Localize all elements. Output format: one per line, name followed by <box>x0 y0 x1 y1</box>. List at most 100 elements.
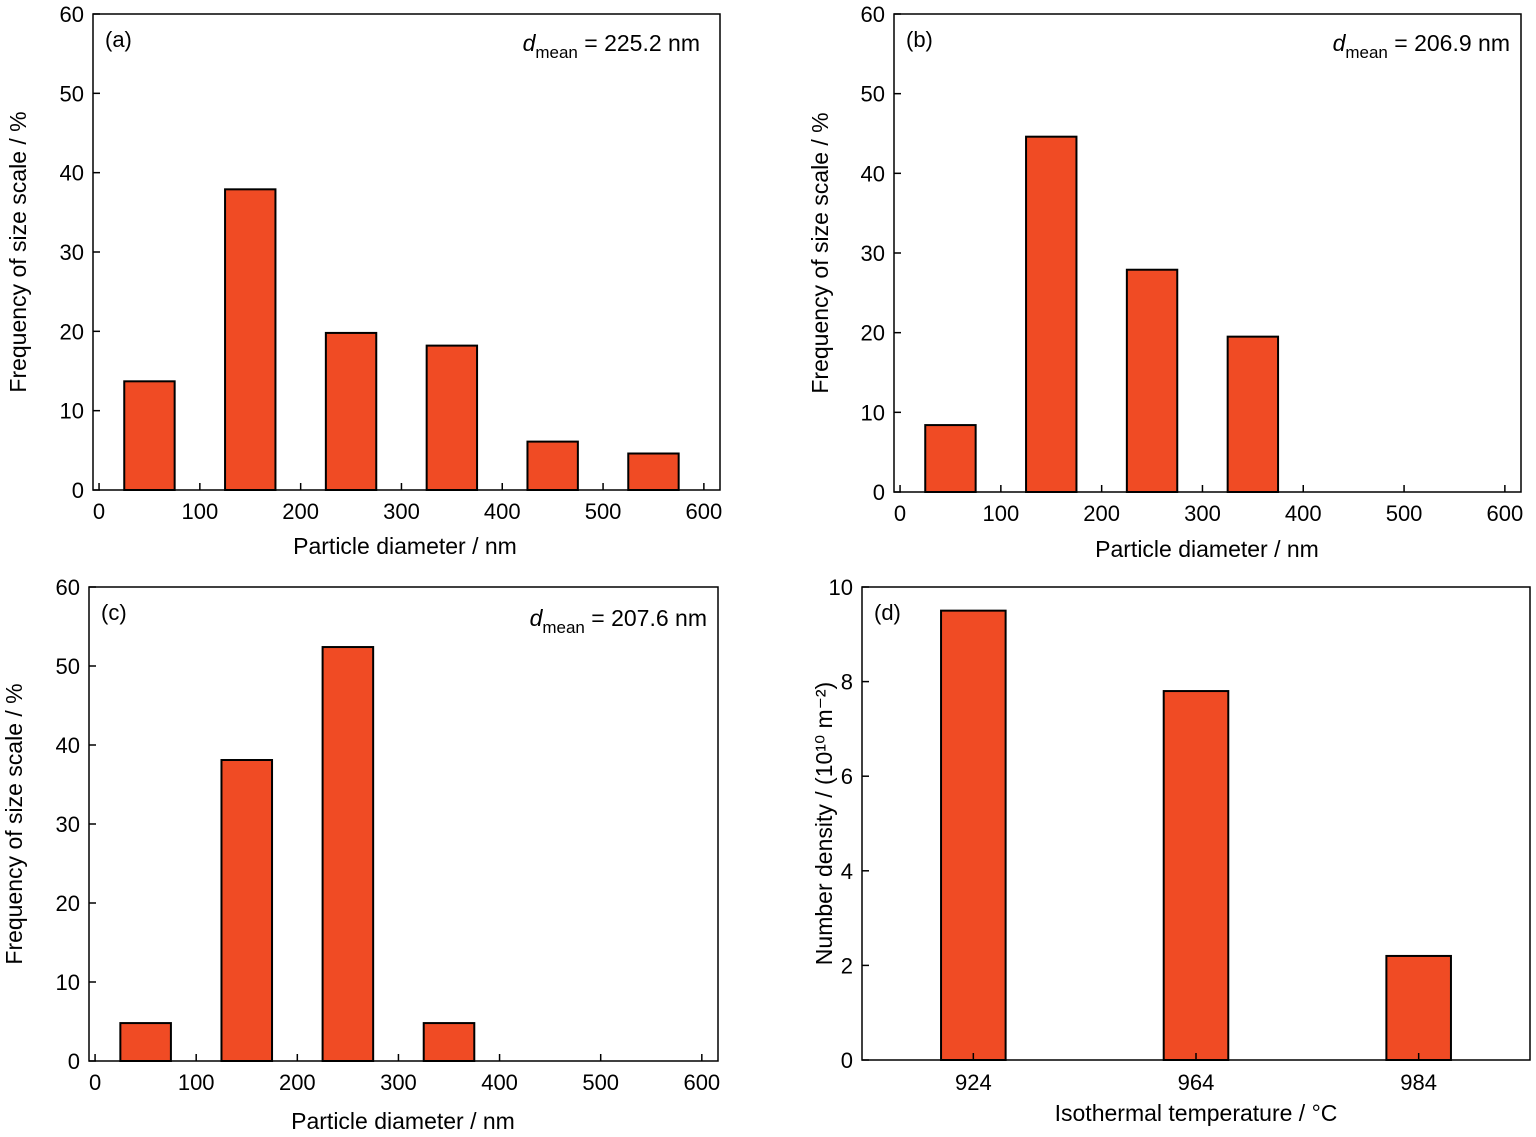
bar <box>526 440 579 491</box>
y-tick-label: 2 <box>841 953 853 978</box>
x-tick-label: 200 <box>1083 501 1120 526</box>
y-tick-label: 40 <box>861 161 885 186</box>
y-tick-label: 8 <box>841 670 853 695</box>
y-tick-label: 20 <box>60 319 84 344</box>
bar <box>1025 135 1078 493</box>
y-tick-label: 10 <box>861 400 885 425</box>
y-axis-title: Frequency of size scale / % <box>1 683 27 964</box>
bar <box>220 759 274 1062</box>
bar <box>627 452 680 491</box>
chart-panel-d: 0 2 4 6 8 10 924 964 984 Isothermal temperature /… <box>811 575 1531 1126</box>
bar <box>924 424 977 493</box>
y-tick-label: 30 <box>60 240 84 265</box>
y-tick-label: 0 <box>68 1049 80 1074</box>
y-tick-label: 10 <box>60 399 84 424</box>
x-tick-label: 300 <box>383 499 420 524</box>
panel-label: (a) <box>105 27 132 52</box>
annotation-value: = 206.9 nm <box>1388 30 1510 56</box>
y-tick-label: 40 <box>60 161 84 186</box>
x-tick-label: 500 <box>1386 501 1423 526</box>
bar <box>422 1022 476 1063</box>
bar <box>1226 335 1280 493</box>
y-tick-label: 60 <box>56 575 80 600</box>
y-tick-label: 30 <box>861 241 885 266</box>
y-tick-label: 50 <box>60 81 84 106</box>
y-tick-label: 10 <box>56 970 80 995</box>
x-tick-label: 500 <box>585 499 622 524</box>
x-axis-title: Particle diameter / nm <box>1095 536 1319 562</box>
annotation-symbol: d <box>530 605 544 631</box>
plot-frame <box>893 13 1522 493</box>
x-tick-label: 300 <box>1184 501 1221 526</box>
annotation-subscript: mean <box>535 43 578 62</box>
plot-frame <box>88 586 719 1062</box>
y-tick-label: 30 <box>56 812 80 837</box>
y-tick-label: 40 <box>56 733 80 758</box>
bar <box>324 331 378 492</box>
y-tick-label: 4 <box>841 859 853 884</box>
bar <box>1385 954 1452 1061</box>
y-axis-title: Frequency of size scale / % <box>5 111 31 392</box>
x-tick-label: 600 <box>1487 501 1524 526</box>
y-tick-label: 50 <box>56 654 80 679</box>
panel-label: (b) <box>906 27 933 52</box>
x-tick-label: 0 <box>93 499 105 524</box>
bar <box>1125 268 1179 494</box>
x-tick-label: 600 <box>686 499 723 524</box>
mean-diameter-annotation: dmean = 206.9 nm <box>1333 30 1510 62</box>
annotation-value: = 207.6 nm <box>585 605 707 631</box>
y-axis-title: Frequency of size scale / % <box>807 112 833 393</box>
bar <box>224 188 277 491</box>
y-axis-title: Number density / (10¹⁰ m⁻²) <box>811 682 837 965</box>
plot-frame <box>92 13 721 491</box>
y-tick-label: 0 <box>841 1048 853 1073</box>
x-axis-title: Isothermal temperature / °C <box>1055 1100 1338 1126</box>
y-tick-label: 60 <box>60 2 84 27</box>
x-tick-label: 600 <box>683 1070 720 1095</box>
bar <box>940 609 1007 1062</box>
y-tick-label: 60 <box>861 2 885 27</box>
annotation-symbol: d <box>523 30 537 56</box>
y-tick-label: 20 <box>56 891 80 916</box>
bar <box>119 1022 172 1063</box>
x-tick-label: 200 <box>282 499 319 524</box>
x-tick-label: 924 <box>955 1070 992 1095</box>
y-tick-label: 0 <box>873 480 885 505</box>
y-tick-label: 10 <box>829 575 853 600</box>
x-tick-label: 200 <box>279 1070 316 1095</box>
x-tick-label: 100 <box>178 1070 215 1095</box>
bar <box>1162 690 1230 1061</box>
annotation-subscript: mean <box>1345 43 1388 62</box>
panel-label: (c) <box>101 600 127 625</box>
bar <box>123 380 176 491</box>
x-tick-label: 400 <box>481 1070 518 1095</box>
x-tick-label: 500 <box>582 1070 619 1095</box>
x-axis-title: Particle diameter / nm <box>293 533 517 559</box>
bar <box>425 344 479 492</box>
annotation-subscript: mean <box>542 618 585 637</box>
x-tick-label: 984 <box>1400 1070 1437 1095</box>
y-tick-label: 6 <box>841 764 853 789</box>
y-tick-label: 0 <box>72 478 84 503</box>
x-tick-label: 300 <box>380 1070 417 1095</box>
x-tick-label: 100 <box>181 499 218 524</box>
annotation-value: = 225.2 nm <box>578 30 700 56</box>
panel-label: (d) <box>874 600 901 625</box>
mean-diameter-annotation: dmean = 225.2 nm <box>523 30 700 62</box>
x-tick-label: 100 <box>982 501 1019 526</box>
x-tick-label: 964 <box>1178 1070 1215 1095</box>
y-tick-label: 50 <box>861 82 885 107</box>
y-tick-label: 20 <box>861 321 885 346</box>
annotation-symbol: d <box>1333 30 1347 56</box>
x-tick-label: 0 <box>89 1070 101 1095</box>
x-axis-title: Particle diameter / nm <box>291 1108 515 1134</box>
x-tick-label: 0 <box>894 501 906 526</box>
x-tick-label: 400 <box>484 499 521 524</box>
x-tick-label: 400 <box>1285 501 1322 526</box>
bar <box>321 646 375 1062</box>
mean-diameter-annotation: dmean = 207.6 nm <box>530 605 707 637</box>
